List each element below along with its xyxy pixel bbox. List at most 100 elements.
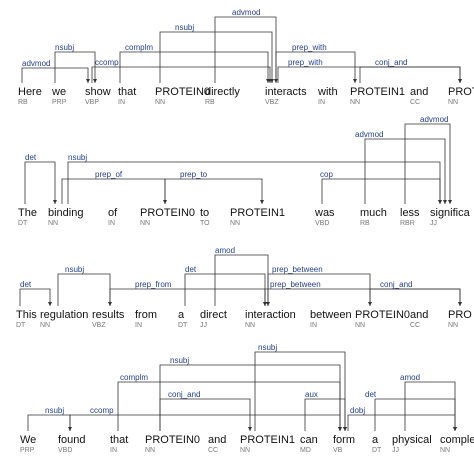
dependency-arc	[275, 51, 356, 83]
dependency-arc	[159, 31, 273, 83]
word: binding	[48, 207, 83, 219]
word: physical	[392, 434, 432, 446]
pos-tag: DT	[372, 447, 382, 454]
dependency-arc	[321, 178, 441, 204]
arc-label: conj_and	[168, 390, 200, 399]
word: PROTEIN0	[140, 207, 195, 219]
word: between	[310, 309, 352, 321]
pos-tag: RB	[18, 99, 28, 106]
pos-tag: VBZ	[92, 322, 106, 329]
arrowhead	[453, 427, 457, 431]
pos-tag: VBD	[315, 220, 329, 227]
word: to	[200, 207, 209, 219]
word: PRO	[448, 309, 472, 321]
dependency-arc	[91, 66, 271, 83]
dependency-arc	[119, 51, 269, 83]
dependency-arc	[404, 123, 451, 204]
arrowhead	[86, 79, 90, 83]
arc-label: nsubj	[55, 43, 74, 52]
pos-tag: RB	[360, 220, 370, 227]
pos-tag: MD	[300, 447, 311, 454]
arc-label: prep_from	[135, 280, 172, 289]
arc-label: prep_to	[180, 170, 208, 179]
dependency-arc	[304, 398, 346, 431]
word: less	[400, 207, 420, 219]
arc-label: nsubj	[175, 23, 194, 32]
pos-tag: NN	[155, 99, 165, 106]
arc-label: det	[25, 153, 37, 162]
arc-label: cop	[320, 170, 333, 179]
pos-tag: NN	[440, 447, 450, 454]
pos-tag: NN	[448, 322, 458, 329]
pos-tag: JJ	[430, 220, 437, 227]
arc-label: det	[185, 265, 197, 274]
pos-tag: JJ	[392, 447, 399, 454]
pos-tag: DT	[178, 322, 188, 329]
word: PROTEIN0	[355, 309, 410, 321]
dependency-arc	[254, 351, 346, 431]
pos-tag: IN	[135, 322, 142, 329]
word: interaction	[245, 309, 296, 321]
arrowhead	[353, 79, 357, 83]
arrowhead	[266, 79, 270, 83]
arc-label: advmod	[355, 130, 383, 139]
word: much	[360, 207, 387, 219]
arrowhead	[458, 302, 462, 306]
pos-tag: PRP	[52, 99, 67, 106]
word: and	[410, 309, 428, 321]
word: This	[16, 309, 37, 321]
word: that	[110, 434, 128, 446]
dependency-arc	[24, 161, 56, 204]
pos-tag: NN	[355, 322, 365, 329]
dependency-arc	[57, 273, 111, 306]
arc-label: conj_and	[375, 58, 407, 67]
arc-label: nsubj	[45, 406, 64, 415]
dependency-arc	[347, 414, 456, 431]
arc-label: advmod	[232, 8, 260, 17]
word: with	[317, 86, 338, 98]
word: form	[333, 434, 355, 446]
dependency-arc	[27, 414, 71, 431]
dependency-arc	[214, 254, 269, 306]
pos-tag: NN	[40, 322, 50, 329]
word: we	[51, 86, 66, 98]
dependency-arc	[369, 288, 461, 306]
pos-tag: RB	[205, 99, 215, 106]
arc-label: prep_between	[272, 265, 323, 274]
word: PROTEIN0	[155, 86, 210, 98]
pos-tag: VB	[333, 447, 343, 454]
word: direct	[200, 309, 227, 321]
pos-tag: JJ	[200, 322, 207, 329]
pos-tag: PRP	[20, 447, 35, 454]
pos-tag: IN	[110, 447, 117, 454]
pos-tag: VBZ	[265, 99, 279, 106]
dependency-arc	[267, 273, 371, 306]
arc-label: amod	[215, 246, 235, 255]
arc-label: prep_with	[292, 43, 327, 52]
dependency-arc	[164, 178, 263, 204]
word: PROTEIN0	[145, 434, 200, 446]
arc-label: nsubj	[170, 356, 189, 365]
word: We	[20, 434, 36, 446]
dependency-arc	[184, 273, 266, 306]
word: found	[58, 434, 86, 446]
pos-tag: NN	[48, 220, 58, 227]
arc-label: ccomp	[95, 58, 119, 67]
arc-label: det	[20, 280, 32, 289]
pos-tag: NN	[140, 220, 150, 227]
word: of	[108, 207, 118, 219]
arc-label: aux	[305, 390, 318, 399]
word: significa	[430, 207, 471, 219]
dependency-arc	[61, 178, 166, 204]
arc-label: conj_and	[380, 280, 412, 289]
pos-tag: IN	[108, 220, 115, 227]
pos-tag: DT	[16, 322, 26, 329]
arrowhead	[270, 79, 274, 83]
pos-tag: NN	[240, 447, 250, 454]
word: and	[410, 86, 428, 98]
dependency-arc	[54, 51, 96, 83]
arc-label: nsubj	[258, 343, 277, 352]
arc-label: prep_with	[288, 58, 323, 67]
arc-label: advmod	[420, 115, 448, 124]
